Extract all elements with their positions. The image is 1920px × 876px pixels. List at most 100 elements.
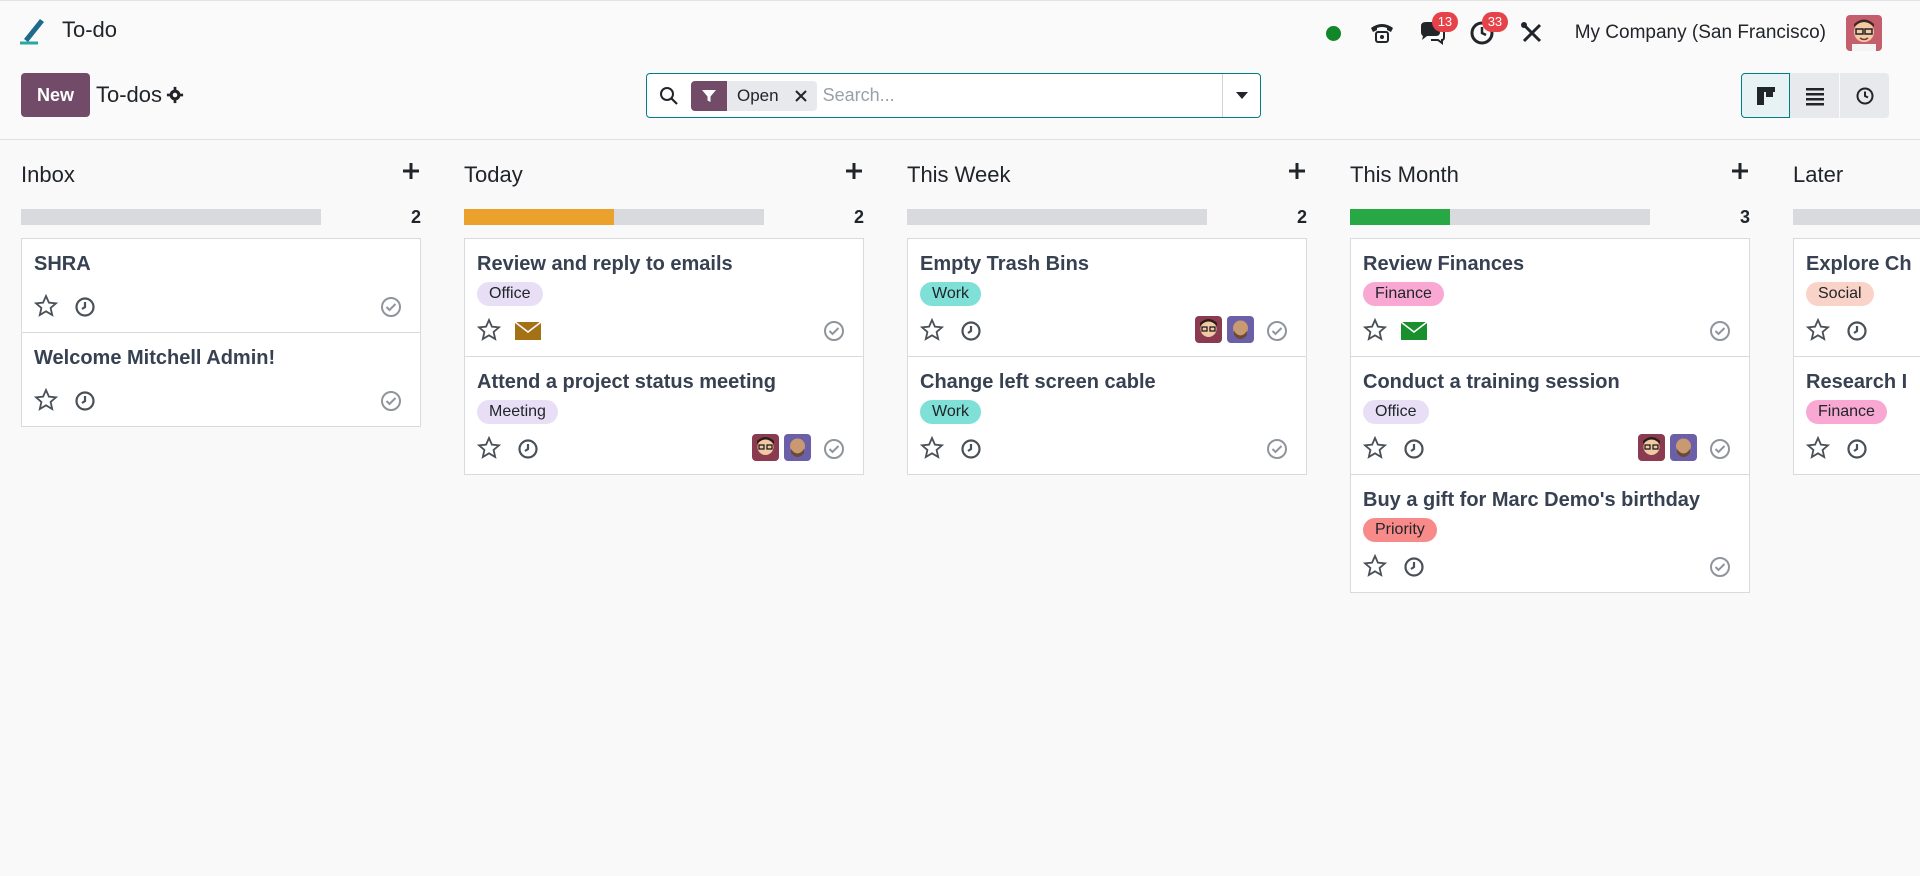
activity-clock-icon[interactable] <box>74 296 96 318</box>
avatar[interactable] <box>1670 434 1697 461</box>
done-check-icon[interactable] <box>1266 438 1288 460</box>
tag-badge: Social <box>1806 282 1874 306</box>
kanban-card[interactable]: Empty Trash Bins Work <box>908 239 1306 356</box>
activity-clock-icon[interactable] <box>960 438 982 460</box>
star-icon[interactable] <box>34 294 58 318</box>
activity-clock-icon[interactable] <box>1846 438 1868 460</box>
tag-badge: Finance <box>1363 282 1444 306</box>
done-check-icon[interactable] <box>380 296 402 318</box>
card-list: Review Finances Finance Conduct a traini… <box>1350 238 1750 593</box>
star-icon[interactable] <box>34 388 58 412</box>
add-icon[interactable] <box>1287 161 1307 181</box>
column-progress-bar[interactable] <box>21 209 321 225</box>
star-icon[interactable] <box>477 318 501 342</box>
tag-badge: Office <box>477 282 543 306</box>
kanban-column-later: Later Explore Ch Social Research I Finan… <box>1793 141 1920 475</box>
kanban-view-button[interactable] <box>1741 73 1790 118</box>
messages-icon[interactable]: 13 <box>1417 12 1467 48</box>
card-title: Research I <box>1806 371 1908 393</box>
activity-clock-icon[interactable] <box>517 438 539 460</box>
done-check-icon[interactable] <box>1266 320 1288 342</box>
activity-clock-icon[interactable] <box>74 390 96 412</box>
email-activity-icon[interactable] <box>1401 322 1427 340</box>
avatar[interactable] <box>752 434 779 461</box>
phone-icon[interactable] <box>1367 18 1417 48</box>
card-list: Explore Ch Social Research I Finance <box>1793 238 1920 475</box>
activities-icon[interactable]: 33 <box>1467 12 1517 48</box>
done-check-icon[interactable] <box>1709 320 1731 342</box>
add-icon[interactable] <box>844 161 864 181</box>
avatar[interactable] <box>1227 316 1254 343</box>
star-icon[interactable] <box>1363 436 1387 460</box>
add-icon[interactable] <box>1730 161 1750 181</box>
kanban-column-this-week: This Week 2 Empty Trash Bins Work <box>907 141 1307 475</box>
kanban-column-this-month: This Month 3 Review Finances Finance Con… <box>1350 141 1750 593</box>
kanban-board: Inbox 2 SHRA Welcome Mitchell Admin! <box>0 141 1920 876</box>
star-icon[interactable] <box>920 318 944 342</box>
user-avatar[interactable] <box>1846 15 1882 51</box>
search-icon[interactable] <box>659 86 679 106</box>
debug-tools-icon[interactable] <box>1517 18 1567 48</box>
card-title: Buy a gift for Marc Demo's birthday <box>1363 489 1701 511</box>
activity-clock-icon[interactable] <box>1846 320 1868 342</box>
activity-clock-icon[interactable] <box>1403 438 1425 460</box>
kanban-card[interactable]: Review Finances Finance <box>1351 239 1749 356</box>
star-icon[interactable] <box>1363 554 1387 578</box>
avatar[interactable] <box>1195 316 1222 343</box>
activity-view-button[interactable] <box>1840 73 1889 118</box>
assignee-avatars <box>1638 434 1697 461</box>
card-title: SHRA <box>34 253 91 275</box>
avatar[interactable] <box>1638 434 1665 461</box>
done-check-icon[interactable] <box>380 390 402 412</box>
column-progress-bar[interactable] <box>907 209 1207 225</box>
star-icon[interactable] <box>477 436 501 460</box>
done-check-icon[interactable] <box>823 320 845 342</box>
tag-badge: Finance <box>1806 400 1887 424</box>
star-icon[interactable] <box>1806 436 1830 460</box>
breadcrumb: To-dos <box>96 82 184 108</box>
kanban-card[interactable]: Review and reply to emails Office <box>465 239 863 356</box>
company-switcher[interactable]: My Company (San Francisco) <box>1567 22 1846 44</box>
search-bar: Open <box>646 73 1261 118</box>
kanban-card[interactable]: Change left screen cable Work <box>908 356 1306 474</box>
app-brand[interactable]: To-do <box>18 15 117 45</box>
column-count: 2 <box>853 207 864 227</box>
kanban-card[interactable]: Research I Finance <box>1794 356 1920 474</box>
done-check-icon[interactable] <box>823 438 845 460</box>
done-check-icon[interactable] <box>1709 438 1731 460</box>
new-button[interactable]: New <box>21 73 90 117</box>
search-input[interactable] <box>816 75 1222 116</box>
kanban-card[interactable]: Welcome Mitchell Admin! <box>22 332 420 426</box>
search-options-toggle[interactable] <box>1222 74 1260 117</box>
add-icon[interactable] <box>401 161 421 181</box>
card-title: Explore Ch <box>1806 253 1912 275</box>
column-progress-bar[interactable] <box>1793 209 1920 225</box>
star-icon[interactable] <box>1363 318 1387 342</box>
column-title: Later <box>1793 162 1844 187</box>
facet-value: Open <box>737 85 779 105</box>
column-count: 2 <box>410 207 421 227</box>
column-progress-bar[interactable] <box>1350 209 1650 225</box>
column-title: This Month <box>1350 162 1459 187</box>
remove-facet-icon[interactable] <box>789 81 813 111</box>
done-check-icon[interactable] <box>1709 556 1731 578</box>
email-activity-icon[interactable] <box>515 322 541 340</box>
activity-clock-icon[interactable] <box>1403 556 1425 578</box>
avatar[interactable] <box>784 434 811 461</box>
kanban-card[interactable]: Conduct a training session Office <box>1351 356 1749 474</box>
kanban-card[interactable]: Buy a gift for Marc Demo's birthday Prio… <box>1351 474 1749 592</box>
activities-badge: 33 <box>1481 12 1509 32</box>
column-progress-bar[interactable] <box>464 209 764 225</box>
gear-icon[interactable] <box>166 86 184 104</box>
list-view-button[interactable] <box>1790 73 1839 118</box>
kanban-card[interactable]: Explore Ch Social <box>1794 239 1920 356</box>
star-icon[interactable] <box>1806 318 1830 342</box>
activity-clock-icon[interactable] <box>960 320 982 342</box>
clock-icon <box>1856 87 1873 104</box>
kanban-card[interactable]: SHRA <box>22 239 420 332</box>
column-count: 3 <box>1739 207 1750 227</box>
star-icon[interactable] <box>920 436 944 460</box>
filter-facet: Open <box>691 80 817 111</box>
kanban-card[interactable]: Attend a project status meeting Meeting <box>465 356 863 474</box>
list-icon <box>1805 87 1824 105</box>
